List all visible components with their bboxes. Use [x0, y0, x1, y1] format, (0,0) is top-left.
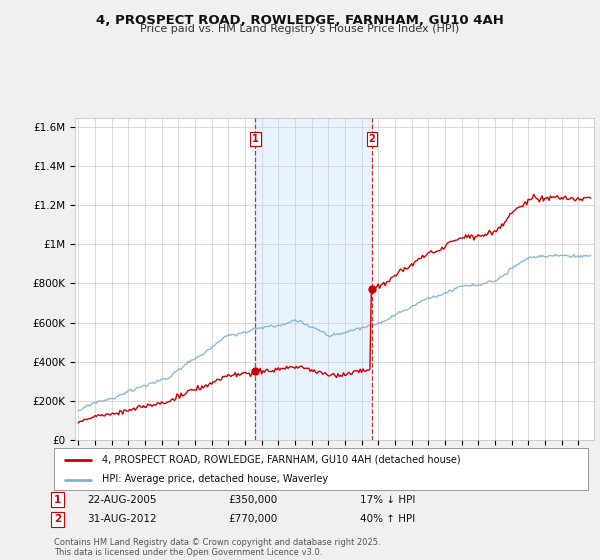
- Text: 2: 2: [368, 134, 376, 144]
- Text: 31-AUG-2012: 31-AUG-2012: [87, 514, 157, 524]
- Text: 22-AUG-2005: 22-AUG-2005: [87, 494, 157, 505]
- Text: 4, PROSPECT ROAD, ROWLEDGE, FARNHAM, GU10 4AH (detached house): 4, PROSPECT ROAD, ROWLEDGE, FARNHAM, GU1…: [102, 455, 461, 465]
- Text: HPI: Average price, detached house, Waverley: HPI: Average price, detached house, Wave…: [102, 474, 328, 484]
- Text: 17% ↓ HPI: 17% ↓ HPI: [360, 494, 415, 505]
- Bar: [256, 118, 372, 440]
- Text: 40% ↑ HPI: 40% ↑ HPI: [360, 514, 415, 524]
- Text: 2: 2: [54, 514, 61, 524]
- Text: 4, PROSPECT ROAD, ROWLEDGE, FARNHAM, GU10 4AH: 4, PROSPECT ROAD, ROWLEDGE, FARNHAM, GU1…: [96, 14, 504, 27]
- Text: 1: 1: [252, 134, 259, 144]
- Text: £770,000: £770,000: [228, 514, 277, 524]
- Text: Contains HM Land Registry data © Crown copyright and database right 2025.
This d: Contains HM Land Registry data © Crown c…: [54, 538, 380, 557]
- Text: £350,000: £350,000: [228, 494, 277, 505]
- Text: 1: 1: [54, 494, 61, 505]
- Text: Price paid vs. HM Land Registry’s House Price Index (HPI): Price paid vs. HM Land Registry’s House …: [140, 24, 460, 34]
